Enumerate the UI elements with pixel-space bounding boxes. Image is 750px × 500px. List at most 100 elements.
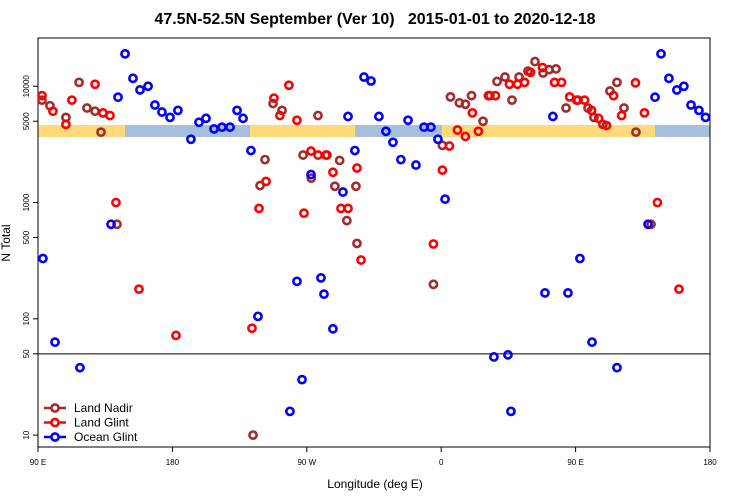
point: [601, 120, 612, 131]
point: [428, 279, 439, 290]
point: [579, 95, 590, 106]
point: [411, 160, 421, 170]
point: [563, 288, 573, 298]
point: [656, 48, 666, 59]
point: [90, 79, 100, 90]
point: [359, 72, 369, 82]
point: [694, 105, 704, 116]
point: [630, 77, 641, 88]
point: [619, 103, 629, 113]
point: [612, 77, 622, 88]
point: [643, 219, 653, 230]
point: [616, 110, 627, 121]
point: [671, 85, 682, 95]
point: [473, 126, 484, 137]
legend-marker: [50, 432, 60, 442]
point: [561, 103, 571, 113]
point: [66, 95, 77, 106]
y-tick-label: 5000: [22, 112, 31, 130]
point: [356, 255, 366, 265]
x-tick-label: 90 W: [297, 458, 316, 467]
point: [319, 289, 329, 300]
point: [586, 105, 597, 116]
point: [540, 288, 550, 298]
point: [352, 238, 362, 249]
x-tick-label: 90 E: [30, 458, 46, 467]
point: [313, 150, 323, 160]
point: [525, 67, 536, 78]
point: [306, 146, 316, 156]
point: [686, 100, 696, 110]
point: [425, 122, 436, 133]
point: [343, 111, 353, 122]
point: [500, 72, 510, 82]
point: [489, 352, 499, 362]
point: [593, 113, 604, 124]
legend-label: Land Nadir: [74, 401, 133, 415]
point: [297, 374, 307, 385]
point: [639, 107, 650, 118]
point: [299, 208, 309, 219]
point: [48, 106, 58, 117]
point: [530, 56, 540, 67]
point: [194, 117, 204, 128]
point: [37, 95, 47, 106]
point: [253, 311, 263, 322]
point: [232, 105, 242, 116]
point: [74, 77, 84, 88]
point: [571, 95, 582, 106]
point: [506, 406, 516, 417]
point: [306, 169, 316, 180]
point: [96, 127, 106, 138]
point: [334, 155, 345, 166]
legend-marker: [50, 403, 60, 413]
point: [171, 330, 181, 341]
point: [120, 48, 130, 59]
point: [478, 116, 488, 127]
point: [269, 93, 279, 104]
point: [321, 150, 331, 160]
y-tick-label: 500: [22, 230, 31, 244]
point: [445, 91, 456, 102]
point: [548, 111, 558, 122]
point: [201, 113, 211, 124]
point: [352, 163, 362, 173]
point: [440, 194, 450, 205]
point: [173, 105, 183, 116]
point: [225, 122, 235, 133]
point: [460, 99, 471, 110]
point: [316, 272, 326, 283]
point: [349, 145, 360, 156]
point: [466, 90, 477, 101]
point: [467, 107, 478, 118]
point: [246, 145, 256, 156]
point: [61, 119, 71, 130]
y-tick-label: 10: [22, 430, 31, 439]
x-tick-label: 180: [703, 458, 717, 467]
point: [444, 141, 455, 151]
legend-label: Ocean Glint: [74, 430, 138, 444]
x-tick-label: 0: [439, 458, 444, 467]
point: [329, 181, 340, 192]
x-tick-label: 180: [166, 458, 180, 467]
point: [433, 134, 443, 145]
ocean-band: [655, 125, 710, 137]
point: [631, 127, 641, 138]
point: [285, 406, 295, 417]
point: [366, 76, 376, 86]
point: [248, 430, 258, 440]
y-tick-label: 1000: [22, 193, 31, 211]
point: [343, 203, 353, 214]
legend-marker: [50, 417, 60, 428]
point: [452, 125, 463, 135]
point: [113, 92, 123, 103]
point: [283, 80, 294, 91]
point: [678, 81, 689, 92]
point: [135, 85, 145, 95]
point: [341, 215, 352, 226]
point: [507, 95, 517, 106]
point: [292, 115, 302, 126]
point: [247, 323, 257, 334]
point: [437, 165, 448, 176]
